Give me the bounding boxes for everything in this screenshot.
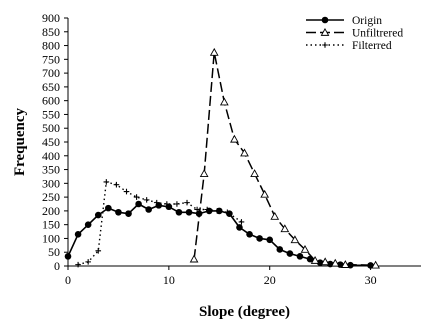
data-point bbox=[153, 199, 160, 206]
y-tick-label: 250 bbox=[42, 190, 60, 204]
series-unfiltrered bbox=[189, 47, 380, 269]
axes bbox=[67, 18, 421, 267]
series-line bbox=[193, 51, 376, 266]
y-tick-label: 200 bbox=[42, 204, 60, 218]
data-point bbox=[330, 258, 340, 267]
y-tick-label: 750 bbox=[42, 52, 60, 66]
data-point bbox=[204, 206, 210, 213]
data-point bbox=[371, 260, 380, 269]
data-point bbox=[322, 42, 328, 48]
y-tick-label: 400 bbox=[42, 149, 60, 163]
data-point bbox=[238, 219, 245, 225]
series-filterred bbox=[75, 179, 245, 268]
data-point bbox=[123, 188, 130, 195]
data-point bbox=[174, 201, 180, 207]
data-point bbox=[115, 208, 122, 216]
data-point bbox=[310, 255, 320, 264]
data-point bbox=[290, 235, 300, 244]
data-point bbox=[184, 199, 190, 206]
data-point bbox=[276, 246, 284, 253]
y-axis-ticks: 0501001502002503003504004505005506006507… bbox=[42, 11, 68, 273]
data-point bbox=[145, 206, 152, 213]
y-axis-title: Frequency bbox=[12, 107, 28, 176]
x-tick-label: 0 bbox=[65, 273, 71, 287]
y-tick-label: 550 bbox=[42, 107, 60, 121]
data-point bbox=[321, 16, 329, 24]
data-point bbox=[296, 253, 304, 260]
x-tick-label: 30 bbox=[365, 273, 377, 287]
data-point bbox=[194, 206, 200, 213]
y-tick-label: 850 bbox=[42, 25, 60, 39]
legend-label: Origin bbox=[352, 15, 382, 27]
x-axis-title: Slope (degree) bbox=[199, 304, 290, 320]
data-point bbox=[199, 169, 209, 178]
data-point bbox=[164, 201, 170, 207]
y-tick-label: 0 bbox=[54, 259, 60, 273]
y-tick-label: 800 bbox=[42, 39, 60, 53]
x-tick-label: 10 bbox=[163, 273, 175, 287]
data-point bbox=[224, 209, 231, 216]
y-tick-label: 450 bbox=[42, 135, 60, 149]
x-axis-ticks: 0 10 20 30 bbox=[65, 266, 377, 287]
legend-item-origin: Origin bbox=[306, 15, 382, 27]
data-point bbox=[185, 208, 193, 216]
data-point bbox=[189, 254, 199, 263]
data-point bbox=[236, 224, 243, 231]
y-tick-label: 700 bbox=[42, 66, 60, 80]
data-point bbox=[340, 260, 350, 268]
data-point bbox=[64, 253, 72, 260]
data-point bbox=[320, 27, 330, 36]
data-point bbox=[85, 259, 91, 265]
legend-label: Filterred bbox=[352, 40, 392, 52]
data-point bbox=[135, 200, 142, 208]
y-tick-label: 650 bbox=[42, 80, 60, 94]
data-point bbox=[320, 257, 330, 266]
data-point bbox=[280, 224, 290, 233]
legend-item-filterred: Filterred bbox=[306, 40, 392, 52]
data-point bbox=[105, 204, 112, 212]
x-tick-label: 20 bbox=[264, 273, 276, 287]
series-line bbox=[77, 181, 242, 266]
data-point bbox=[94, 211, 102, 219]
data-point bbox=[300, 244, 310, 253]
data-point bbox=[175, 208, 183, 216]
data-point bbox=[256, 235, 263, 242]
data-point bbox=[219, 97, 229, 106]
legend-item-unfiltrered: Unfiltrered bbox=[306, 28, 403, 40]
y-tick-label: 500 bbox=[42, 121, 60, 135]
data-point bbox=[74, 231, 82, 238]
data-point bbox=[240, 148, 249, 157]
y-tick-label: 900 bbox=[42, 11, 60, 25]
data-point bbox=[209, 47, 219, 56]
data-point bbox=[260, 189, 270, 198]
plot-area bbox=[64, 47, 380, 269]
data-point bbox=[286, 250, 294, 257]
data-point bbox=[143, 197, 150, 203]
y-tick-label: 100 bbox=[42, 231, 60, 245]
y-tick-label: 350 bbox=[42, 163, 60, 177]
data-point bbox=[266, 236, 274, 244]
y-tick-label: 150 bbox=[42, 218, 60, 232]
data-point bbox=[125, 210, 132, 217]
y-tick-label: 600 bbox=[42, 94, 60, 108]
data-point bbox=[133, 194, 140, 200]
data-point bbox=[270, 211, 280, 220]
data-point bbox=[230, 134, 239, 143]
y-tick-label: 300 bbox=[42, 176, 60, 190]
legend-label: Unfiltrered bbox=[352, 28, 403, 40]
data-point bbox=[113, 181, 120, 188]
data-point bbox=[75, 261, 81, 268]
data-point bbox=[214, 208, 221, 214]
data-point bbox=[84, 221, 92, 228]
data-point bbox=[246, 231, 253, 238]
data-point bbox=[250, 169, 259, 178]
y-tick-label: 50 bbox=[48, 245, 60, 259]
data-point bbox=[103, 179, 110, 185]
data-point bbox=[95, 248, 102, 254]
